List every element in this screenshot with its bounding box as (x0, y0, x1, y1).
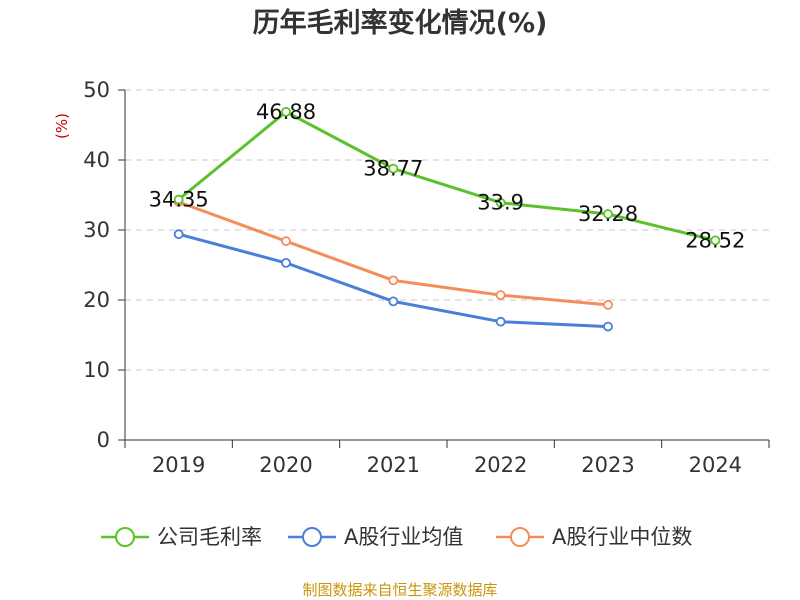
x-tick-label: 2023 (581, 453, 634, 477)
data-point (603, 299, 613, 310)
y-axis-unit: (%) (53, 113, 71, 139)
data-label: 33.9 (477, 191, 524, 215)
data-point (281, 236, 291, 247)
legend-label: A股行业中位数 (552, 525, 692, 549)
data-point (173, 229, 184, 240)
data-label: 46.88 (256, 100, 316, 124)
data-labels: 34.35 46.88 38.77 33.9 32.28 28.52 (149, 100, 746, 253)
y-tick-label: 50 (83, 78, 110, 102)
x-tick-label: 2022 (474, 453, 527, 477)
series-line (177, 200, 610, 307)
source-note: 制图数据来自恒生聚源数据库 (302, 581, 497, 599)
legend: 公司毛利率 A股行业均值 A股行业中位数 (101, 525, 692, 549)
data-point (281, 106, 291, 117)
legend-marker (115, 527, 135, 547)
x-tick-label: 2019 (152, 453, 205, 477)
y-tick-label: 40 (83, 148, 110, 172)
data-point (388, 296, 399, 307)
series-layer (173, 106, 721, 332)
data-point (495, 290, 506, 301)
y-tick-label: 0 (97, 428, 110, 452)
data-point (495, 197, 506, 208)
y-tick-label: 30 (83, 218, 110, 242)
data-point (388, 163, 399, 174)
legend-marker (510, 527, 530, 547)
grid-lines (125, 89, 769, 371)
legend-label: 公司毛利率 (157, 525, 262, 549)
chart-title: 历年毛利率变化情况(%) (253, 7, 548, 39)
data-point (603, 321, 613, 332)
y-tick-label: 10 (83, 358, 110, 382)
data-label: 34.35 (149, 188, 209, 212)
x-tick-label: 2021 (367, 453, 420, 477)
data-point (603, 209, 613, 219)
data-point (710, 235, 721, 246)
legend-marker (302, 527, 322, 547)
y-tick-label: 20 (83, 288, 110, 312)
data-label: 32.28 (578, 202, 638, 226)
data-label: 28.52 (685, 228, 745, 252)
data-point (281, 257, 291, 268)
data-label: 38.77 (363, 157, 423, 181)
data-point (388, 275, 399, 286)
legend-label: A股行业均值 (344, 525, 463, 549)
x-tick-label: 2020 (259, 453, 312, 477)
series-line (177, 110, 717, 242)
data-point (495, 316, 506, 327)
data-point (173, 194, 184, 205)
axes: 0 10 20 30 40 50 2019 2020 2021 2022 2023 2024 (83, 78, 770, 477)
x-tick-label: 2024 (689, 453, 742, 477)
